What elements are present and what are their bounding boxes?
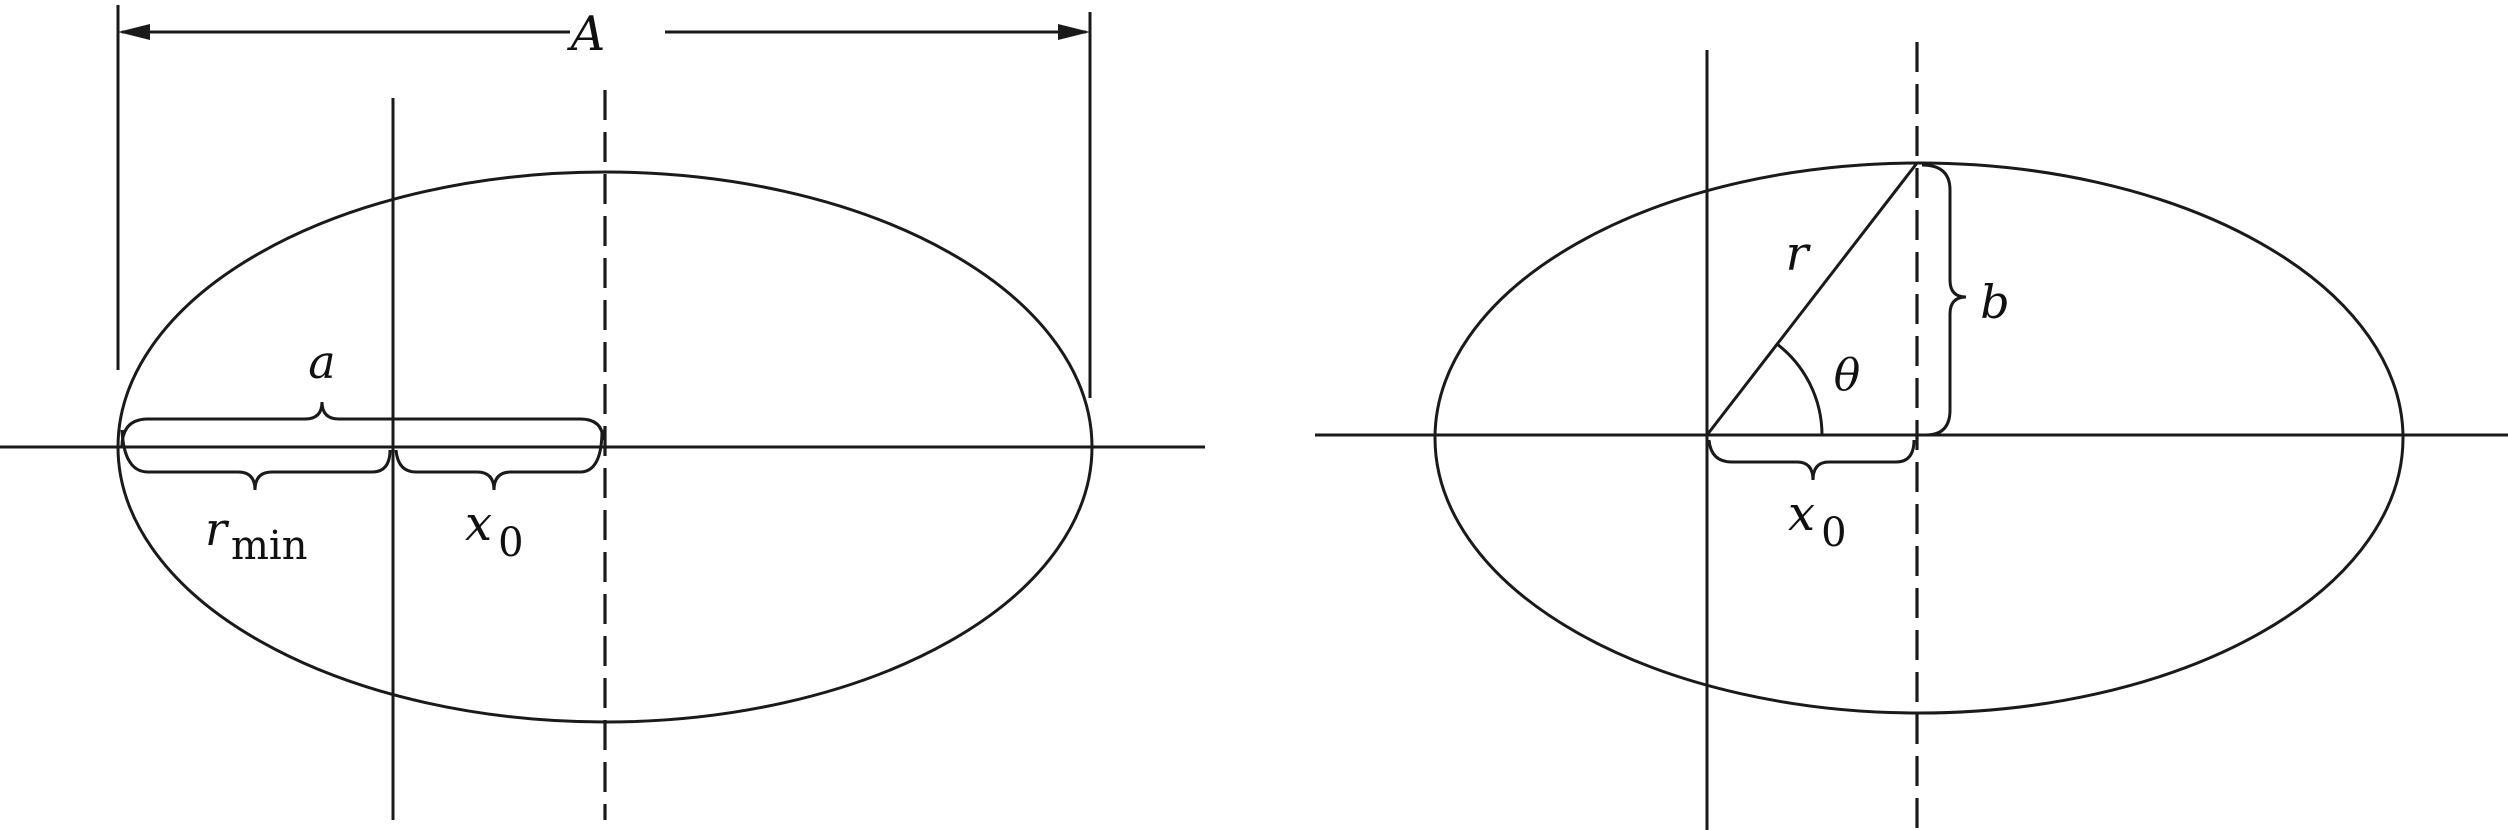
left-brace-a (120, 401, 605, 448)
right-label-r: r (1786, 226, 1812, 282)
right-label-theta: θ (1834, 350, 1861, 401)
left-A-arrowhead-right (1058, 24, 1090, 40)
left-label-A: A (567, 6, 606, 62)
right-angle-arc (1776, 342, 1824, 436)
right-label-b: b (1980, 275, 2009, 329)
left-A-arrowhead-left (118, 24, 150, 40)
right-ellipse (1433, 161, 2405, 715)
right-radius-line (1705, 162, 1919, 436)
left-label-a: a (308, 335, 335, 389)
right-brace-b (1921, 163, 1967, 437)
left-brace-rmin (120, 429, 392, 491)
left-label-rmin: r min (205, 502, 307, 569)
right-brace-x0 (1707, 439, 1916, 481)
left-brace-x0 (394, 429, 604, 491)
